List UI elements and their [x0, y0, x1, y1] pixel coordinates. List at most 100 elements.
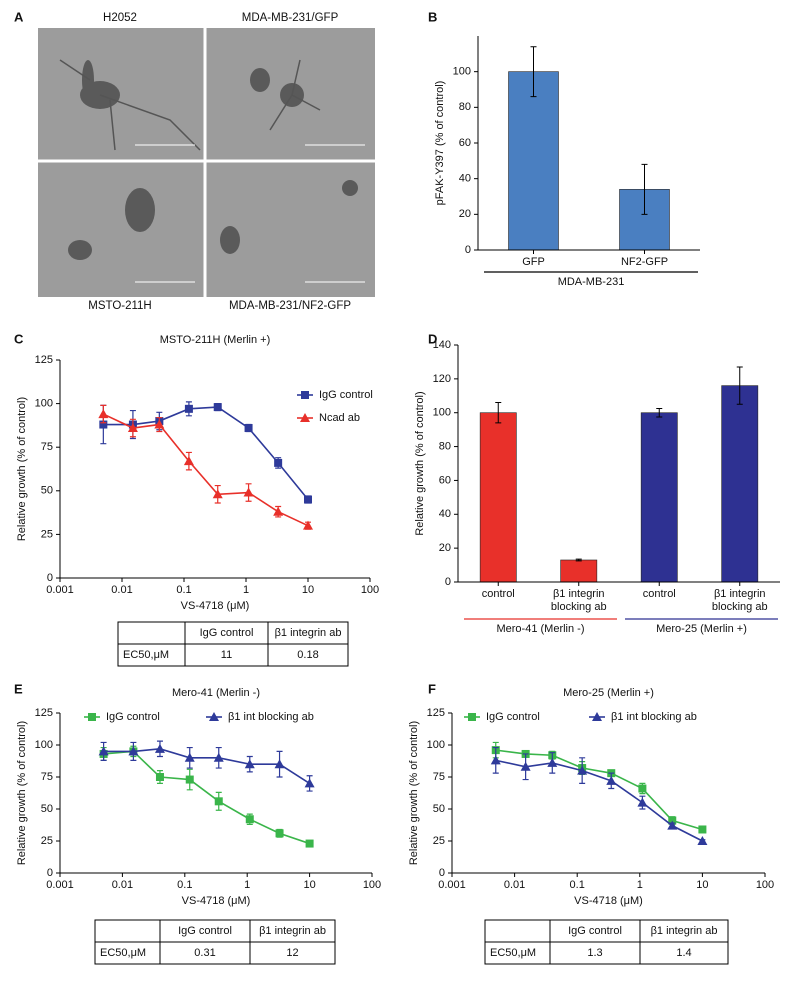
- marker: [490, 755, 501, 765]
- table-row-label: EC50,μM: [123, 649, 169, 661]
- y-axis-label: Relative growth (% of control): [16, 397, 28, 541]
- table-header: β1 integrin ab: [651, 925, 718, 937]
- y-tick-label: 100: [433, 407, 451, 419]
- x-axis-label: VS-4718 (μM): [574, 895, 643, 907]
- marker: [183, 456, 194, 466]
- y-tick-label: 0: [439, 867, 445, 879]
- table-row-label: EC50,μM: [100, 947, 146, 959]
- x-tick-label: 1: [243, 584, 249, 596]
- y-tick-label: 20: [439, 542, 451, 554]
- y-tick-label: 75: [41, 771, 53, 783]
- marker: [128, 746, 139, 756]
- marker: [520, 761, 531, 771]
- x-axis-label: VS-4718 (μM): [182, 895, 251, 907]
- y-axis-label: pFAK-Y397 (% of control): [434, 81, 446, 206]
- group-label: MDA-MB-231: [558, 276, 625, 288]
- marker: [244, 424, 253, 433]
- bar: [479, 412, 517, 583]
- micrographs: H2052 MDA-MB-231/GFP MSTO-211H MDA-MB-23…: [38, 12, 375, 312]
- marker: [213, 403, 222, 412]
- error-bar: [530, 46, 537, 98]
- x-tick-label: GFP: [522, 256, 545, 268]
- image-label: H2052: [103, 12, 137, 24]
- table-header: β1 integrin ab: [259, 925, 326, 937]
- y-tick-label: 50: [41, 803, 53, 815]
- y-tick-label: 20: [459, 208, 471, 220]
- series-line: [495, 759, 703, 842]
- x-tick-label: GFP: [522, 256, 545, 268]
- x-tick-label: control: [481, 588, 515, 600]
- error-bar: [575, 558, 582, 562]
- y-tick-label: 0: [445, 576, 451, 588]
- marker: [244, 759, 255, 769]
- legend-label: β1 int blocking ab: [611, 711, 697, 723]
- legend-marker: [592, 712, 602, 721]
- series-line: [495, 749, 703, 831]
- marker: [275, 829, 284, 838]
- marker: [273, 506, 284, 516]
- y-axis-label: Relative growth (% of control): [16, 721, 28, 865]
- panel-label: B: [428, 9, 437, 24]
- x-tick-label: 0.01: [504, 879, 525, 891]
- y-tick-label: 40: [459, 173, 471, 185]
- series-line: [103, 750, 310, 845]
- marker: [698, 825, 707, 834]
- x-tick-label: 100: [756, 879, 774, 891]
- marker: [185, 775, 194, 784]
- bar: [640, 412, 678, 583]
- x-tick-label: control: [642, 588, 676, 600]
- marker: [213, 752, 224, 762]
- x-tick-label: 0.01: [111, 584, 132, 596]
- y-axis-label: Relative growth (% of control): [414, 391, 426, 535]
- y-tick-label: 125: [427, 707, 445, 719]
- marker: [667, 820, 678, 830]
- legend-marker: [468, 713, 476, 721]
- x-tick-label: 0.01: [112, 879, 133, 891]
- y-tick-label: 100: [35, 398, 53, 410]
- marker: [697, 836, 708, 845]
- legend-label: IgG control: [319, 389, 373, 401]
- marker: [668, 816, 677, 825]
- x-tick-label: 10: [303, 879, 315, 891]
- marker: [98, 746, 109, 756]
- x-tick-label: NF2-GFP: [620, 256, 669, 268]
- x-tick-label: β1 integrin blocking ab: [550, 588, 607, 613]
- group-label: Mero-25 (Merlin +): [656, 623, 747, 635]
- y-tick-label: 25: [433, 835, 445, 847]
- panel-label: F: [428, 681, 436, 696]
- marker: [577, 765, 588, 775]
- table-cell: 0.18: [297, 649, 318, 661]
- cell-processes: [59, 59, 321, 151]
- x-tick-label: control: [642, 588, 676, 600]
- panel-label: E: [14, 681, 23, 696]
- series-line: [102, 413, 309, 527]
- table-cell: 12: [286, 947, 298, 959]
- legend-label: IgG control: [486, 711, 540, 723]
- x-tick-label: 0.001: [46, 879, 74, 891]
- marker: [127, 423, 138, 433]
- table-cell: 1.3: [587, 947, 602, 959]
- marker: [184, 752, 195, 762]
- table-header: IgG control: [200, 627, 254, 639]
- series-line: [103, 406, 309, 501]
- x-tick-label: β1 integrin blocking ab: [550, 588, 607, 613]
- y-tick-label: 60: [459, 137, 471, 149]
- x-axis-label: VS-4718 (μM): [181, 600, 250, 612]
- marker: [154, 419, 165, 429]
- y-tick-label: 50: [433, 803, 445, 815]
- x-tick-label: β1 integrin blocking ab: [712, 588, 768, 613]
- y-tick-label: 0: [47, 867, 53, 879]
- marker: [303, 520, 313, 530]
- chart-title: MSTO-211H (Merlin +): [160, 334, 271, 346]
- marker: [212, 489, 223, 499]
- panel-label: C: [14, 331, 24, 346]
- x-tick-label: 10: [696, 879, 708, 891]
- marker: [304, 495, 312, 504]
- y-tick-label: 0: [465, 244, 471, 256]
- y-tick-label: 100: [427, 739, 445, 751]
- x-tick-label: NF2-GFP: [620, 256, 669, 268]
- panel-label: A: [14, 9, 24, 24]
- y-tick-label: 25: [41, 528, 53, 540]
- y-tick-label: 80: [439, 440, 451, 452]
